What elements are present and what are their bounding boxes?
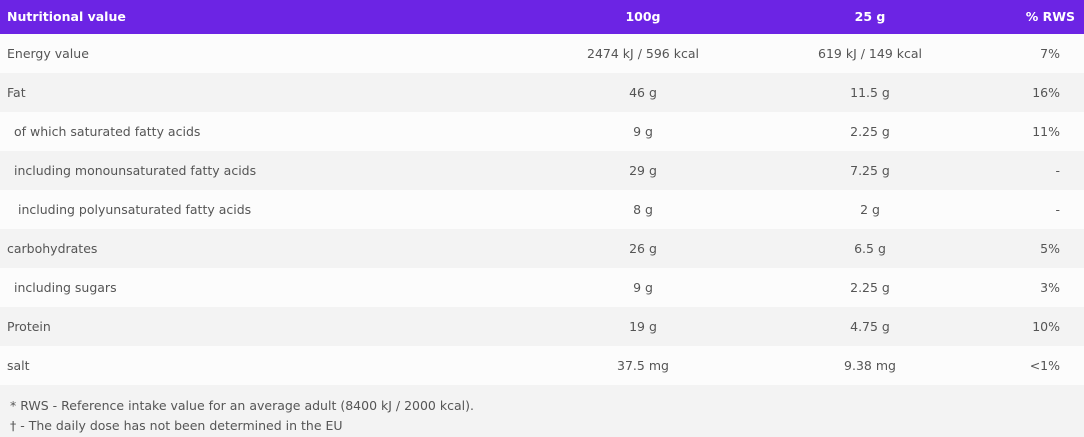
value-100g: 29 g	[629, 163, 657, 178]
nutrient-name: including monounsaturated fatty acids	[14, 163, 257, 178]
table-row: Energy value 2474 kJ / 596 kcal 619 kJ / 1…	[0, 34, 1084, 73]
value-100g: 19 g	[629, 319, 657, 334]
value-rws: 5%	[1040, 241, 1060, 256]
value-25g: 2.25 g	[850, 124, 890, 139]
value-25g: 4.75 g	[850, 319, 890, 334]
value-rws: 11%	[1032, 124, 1060, 139]
value-100g: 2474 kJ / 596 kcal	[587, 46, 699, 61]
value-rws: -	[1055, 202, 1060, 217]
nutrient-name: Protein	[7, 319, 51, 334]
value-rws: 16%	[1032, 85, 1060, 100]
header-100g: 100g	[625, 9, 661, 24]
table-row: salt 37.5 mg 9.38 mg <1%	[0, 346, 1084, 385]
value-25g: 7.25 g	[850, 163, 890, 178]
nutrient-name: Energy value	[7, 46, 89, 61]
value-100g: 9 g	[633, 124, 653, 139]
table-row: Fat 46 g 11.5 g 16%	[0, 73, 1084, 112]
footnote-rws: * RWS - Reference intake value for an av…	[10, 398, 474, 413]
value-25g: 619 kJ / 149 kcal	[818, 46, 922, 61]
table-row: including monounsaturated fatty acids 29 …	[0, 151, 1084, 190]
value-100g: 8 g	[633, 202, 653, 217]
header-25g: 25 g	[854, 9, 886, 24]
nutrient-name: carbohydrates	[7, 241, 98, 256]
table-row: including polyunsaturated fatty acids 8 g…	[0, 190, 1084, 229]
value-rws: -	[1055, 163, 1060, 178]
nutrient-name: including polyunsaturated fatty acids	[18, 202, 252, 217]
value-100g: 9 g	[633, 280, 653, 295]
table-row: Protein 19 g 4.75 g 10%	[0, 307, 1084, 346]
value-25g: 9.38 mg	[844, 358, 896, 373]
value-rws: 3%	[1040, 280, 1060, 295]
value-25g: 11.5 g	[850, 85, 890, 100]
value-rws: 10%	[1032, 319, 1060, 334]
value-25g: 2 g	[860, 202, 880, 217]
value-rws: 7%	[1040, 46, 1060, 61]
nutrient-name: including sugars	[14, 280, 117, 295]
value-100g: 46 g	[629, 85, 657, 100]
nutrient-name: of which saturated fatty acids	[14, 124, 201, 139]
table-header: Nutritional value 100g 25 g % RWS *	[0, 0, 1084, 58]
value-100g: 26 g	[629, 241, 657, 256]
value-25g: 2.25 g	[850, 280, 890, 295]
table-row: of which saturated fatty acids 9 g 2.25 g 1…	[0, 112, 1084, 151]
header-nutritional-value: Nutritional value	[7, 9, 126, 24]
footnote-dagger: † - The daily dose has not been determin…	[10, 418, 343, 433]
table-row: carbohydrates 26 g 6.5 g 5%	[0, 229, 1084, 268]
table-row: including sugars 9 g 2.25 g 3%	[0, 268, 1084, 307]
value-25g: 6.5 g	[854, 241, 886, 256]
footnotes: * RWS - Reference intake value for an av…	[0, 385, 1084, 436]
value-rws: <1%	[1029, 358, 1060, 373]
nutrient-name: Fat	[7, 85, 26, 100]
value-100g: 37.5 mg	[617, 358, 669, 373]
nutrient-name: salt	[7, 358, 30, 373]
